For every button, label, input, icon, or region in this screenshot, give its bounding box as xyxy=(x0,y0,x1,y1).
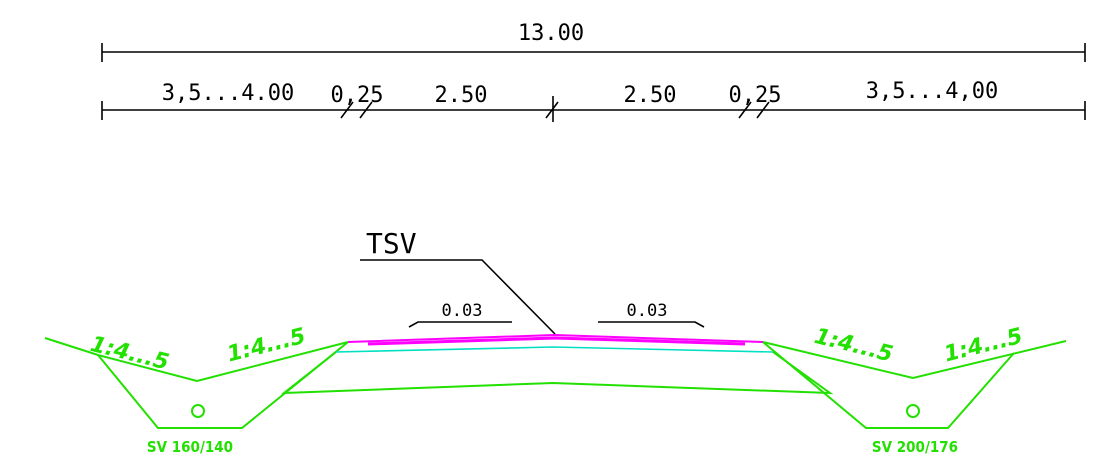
left-drain-label: SV 160/140 xyxy=(147,438,233,456)
right-drain-pipe-icon xyxy=(906,404,920,418)
partial-tick-4 xyxy=(756,101,770,119)
partial-tick-1 xyxy=(340,101,354,119)
left-crossfall-value: 0.03 xyxy=(442,301,483,321)
ground-profile xyxy=(44,337,1067,429)
right-lane-width: 2.50 xyxy=(624,83,677,108)
base-layer-line xyxy=(335,346,774,353)
partial-tick-3 xyxy=(738,101,752,119)
overall-dimension xyxy=(101,43,1086,62)
right-crossfall-line xyxy=(598,321,705,328)
left-slope-zone-width: 3,5...4.00 xyxy=(162,81,294,106)
left-crossfall-symbol xyxy=(408,321,512,328)
pavement-wearing-course xyxy=(367,336,746,346)
left-ditch-surface xyxy=(44,337,349,383)
right-drain-label: SV 200/176 xyxy=(872,438,958,456)
overall-dimension-value: 13.00 xyxy=(518,21,584,46)
left-crossfall-line xyxy=(408,321,512,328)
pavement-layer xyxy=(347,333,764,346)
left-drain-pipe-icon xyxy=(191,404,205,418)
partial-tick-2 xyxy=(359,101,373,119)
surface-leader xyxy=(360,259,556,335)
left-lane-width: 2.50 xyxy=(435,83,488,108)
right-crossfall-value: 0.03 xyxy=(627,301,668,321)
partial-dimension xyxy=(101,96,1086,122)
left-outer-slope-ratio: 1:4...5 xyxy=(88,332,171,376)
pavement-top-line xyxy=(347,333,764,343)
surface-leader-line xyxy=(360,259,556,335)
right-ditch-surface xyxy=(762,340,1067,380)
left-inner-slope-ratio: 1:4...5 xyxy=(225,324,308,368)
right-shoulder-width: 0,25 xyxy=(729,83,782,108)
right-ditch-bottom xyxy=(762,341,1015,429)
right-inner-slope-ratio: 1:4...5 xyxy=(812,324,895,368)
left-shoulder-width: 0,25 xyxy=(331,83,384,108)
right-crossfall-symbol xyxy=(598,321,705,328)
partial-tick-center xyxy=(545,101,559,119)
embankment-body xyxy=(280,351,834,395)
right-slope-zone-width: 3,5...4,00 xyxy=(866,79,998,104)
surface-label: TSV xyxy=(366,227,417,260)
